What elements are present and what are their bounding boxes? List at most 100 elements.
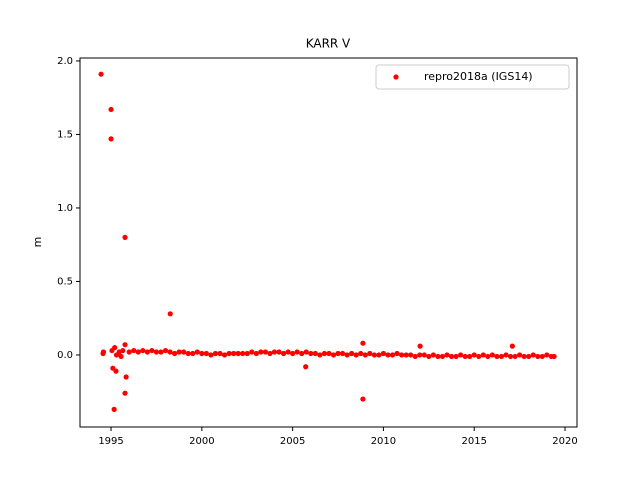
point: [330, 352, 337, 358]
point: [208, 352, 214, 358]
point: [394, 350, 400, 357]
plot-frame: [79, 57, 578, 428]
point: [358, 350, 364, 357]
point: [194, 349, 200, 355]
point: [489, 352, 495, 358]
point: [176, 349, 182, 355]
point: [162, 347, 169, 354]
point: [539, 353, 545, 360]
point: [448, 353, 455, 360]
point: [276, 349, 282, 355]
point: [362, 352, 368, 358]
point: [312, 350, 318, 357]
point: [521, 353, 527, 360]
point: [412, 353, 418, 360]
point: [111, 406, 117, 412]
point: [444, 352, 450, 358]
point: [123, 374, 129, 380]
y-tick-label: 0.5: [57, 276, 73, 287]
point: [135, 349, 141, 355]
point: [144, 349, 150, 355]
point: [299, 350, 305, 357]
point: [494, 353, 500, 360]
y-tick-label: 2.0: [57, 56, 73, 67]
point: [267, 350, 273, 357]
point: [158, 349, 164, 355]
point: [280, 350, 287, 357]
point: [367, 350, 373, 357]
point: [308, 350, 314, 357]
point: [149, 347, 155, 354]
y-tick-label: 1.5: [57, 129, 73, 140]
point: [98, 71, 104, 77]
point: [120, 347, 126, 354]
point: [344, 352, 350, 358]
point: [426, 353, 432, 360]
point: [526, 353, 532, 360]
point: [271, 349, 278, 355]
point: [240, 350, 246, 357]
point: [389, 352, 396, 358]
x-tick-label: 2015: [461, 436, 486, 447]
x-tick-label: 2000: [189, 436, 214, 447]
x-tick-label: 2010: [371, 436, 396, 447]
point: [453, 353, 459, 360]
point: [476, 353, 482, 360]
point: [126, 349, 132, 355]
y-tick-label: 1.0: [57, 203, 73, 214]
point: [339, 350, 346, 357]
point: [258, 349, 264, 355]
point: [122, 390, 128, 396]
point: [262, 349, 268, 355]
point: [122, 234, 128, 240]
point: [108, 136, 114, 142]
point: [172, 350, 178, 357]
point: [285, 349, 291, 355]
point: [249, 349, 255, 355]
point: [435, 353, 441, 360]
y-tick-label: 0.0: [57, 350, 73, 361]
point: [371, 352, 377, 358]
point: [244, 350, 250, 357]
legend-box: [375, 64, 570, 90]
point: [471, 352, 477, 358]
point: [140, 347, 146, 354]
point: [485, 353, 491, 360]
point: [380, 350, 387, 357]
point: [303, 349, 309, 355]
point: [462, 353, 468, 360]
point: [326, 350, 332, 357]
point: [349, 350, 355, 357]
x-tick-label: 2005: [280, 436, 305, 447]
point: [294, 349, 300, 355]
point: [199, 350, 205, 357]
point: [235, 350, 241, 357]
point: [512, 353, 518, 360]
chart-title: KARR V: [306, 37, 351, 51]
point: [290, 350, 296, 357]
point: [303, 364, 309, 370]
point: [181, 349, 187, 355]
point: [122, 342, 128, 348]
point: [167, 311, 173, 317]
point: [217, 350, 223, 357]
point: [417, 352, 423, 358]
point: [203, 350, 209, 357]
point: [253, 350, 259, 357]
point: [498, 353, 505, 360]
point: [417, 343, 423, 349]
point: [408, 352, 414, 358]
point: [509, 343, 515, 349]
point: [503, 352, 509, 358]
point: [108, 106, 114, 113]
point: [467, 353, 473, 360]
point: [118, 353, 124, 360]
point: [530, 352, 536, 358]
point: [507, 353, 514, 360]
point: [212, 350, 219, 357]
point: [113, 368, 119, 374]
point: [421, 352, 427, 358]
point: [385, 352, 391, 358]
point: [376, 352, 382, 358]
